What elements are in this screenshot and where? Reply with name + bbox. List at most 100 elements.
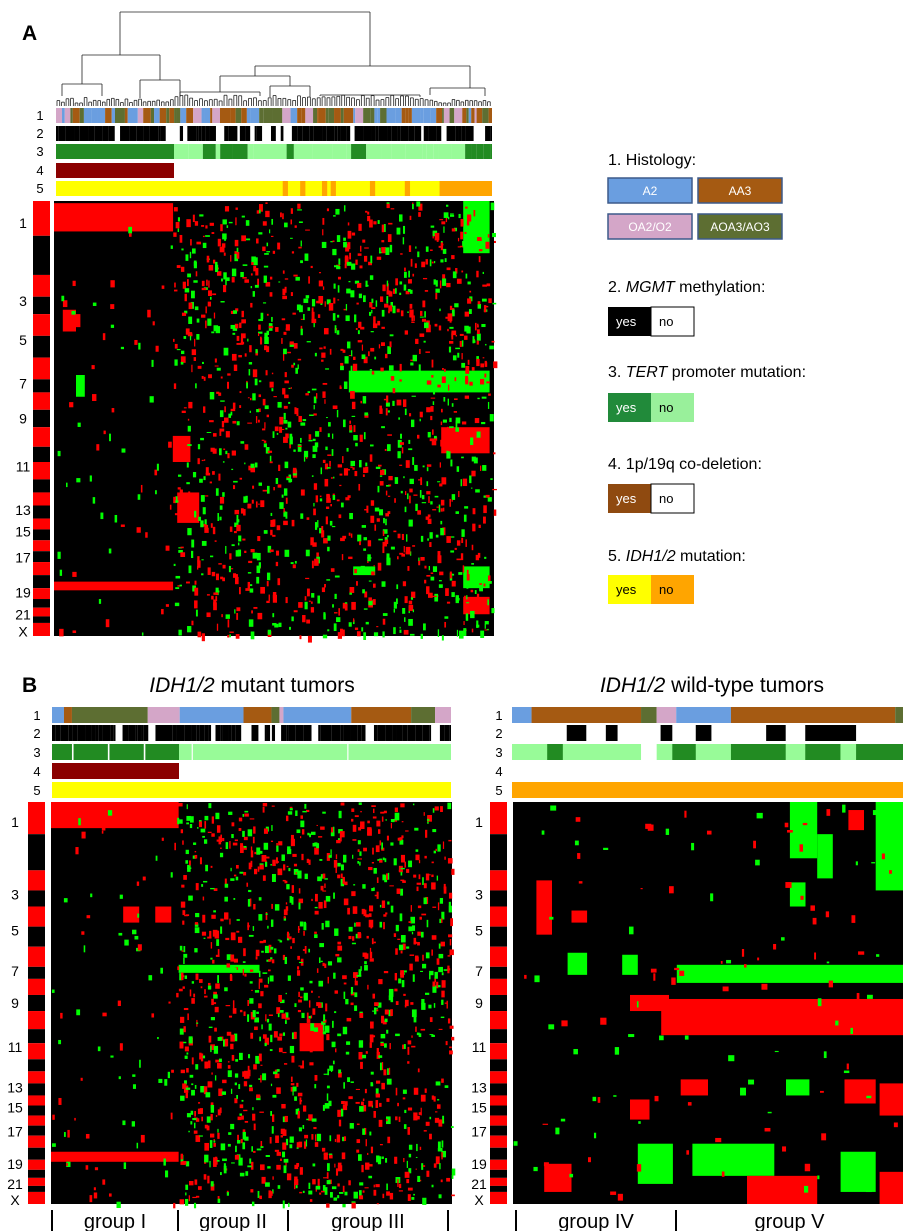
gain-cell [274, 1069, 279, 1072]
gain-cell [715, 1137, 722, 1143]
loss-cell [209, 296, 212, 300]
gain-cell [600, 1017, 607, 1025]
loss-cell [442, 1115, 445, 1123]
gain-cell [209, 930, 212, 938]
loss-cell [219, 852, 224, 858]
loss-cell [455, 347, 461, 350]
gain-cell [338, 514, 342, 519]
gain-cell [302, 615, 306, 623]
gain-cell [233, 874, 237, 877]
gain-cell [367, 211, 370, 215]
loss-cell [298, 902, 301, 910]
annotation-cell [422, 725, 430, 741]
gain-cell [369, 951, 373, 959]
gain-cell [371, 571, 375, 576]
gain-cell [310, 1015, 313, 1019]
annotation-cell [283, 707, 352, 723]
loss-cell [399, 629, 402, 633]
gain-cell [446, 601, 451, 604]
gain-cell [467, 359, 470, 365]
loss-cell [388, 1009, 392, 1017]
loss-cell [365, 462, 368, 467]
gain-cell [277, 1036, 282, 1041]
gain-cell [301, 853, 304, 861]
gain-cell [238, 355, 242, 358]
gain-cell [205, 320, 207, 329]
gain-cell [328, 302, 334, 311]
gain-cell [228, 1015, 233, 1018]
loss-cell [385, 247, 390, 255]
gain-cell [483, 505, 487, 514]
legend-title-number: 2. [608, 279, 626, 296]
annotation-cell [186, 108, 194, 123]
loss-cell [381, 581, 386, 587]
loss-cell [359, 861, 361, 866]
gain-block [463, 596, 490, 615]
gain-cell [491, 340, 495, 343]
gain-cell [443, 886, 447, 894]
gain-cell [198, 1102, 201, 1104]
gain-cell [451, 580, 456, 587]
loss-cell [628, 926, 634, 935]
loss-cell [337, 838, 342, 841]
loss-cell [665, 828, 670, 835]
gain-cell [266, 346, 270, 353]
gain-cell [299, 1167, 303, 1175]
gain-cell [411, 1045, 416, 1048]
gain-cell [240, 337, 244, 345]
legend-swatch [607, 177, 693, 204]
loss-cell [51, 989, 55, 993]
gain-cell [449, 939, 452, 946]
loss-cell [480, 630, 485, 639]
gain-cell [365, 1162, 370, 1170]
loss-cell [226, 1192, 229, 1196]
loss-cell [264, 945, 269, 954]
chromosome-segment [490, 1083, 507, 1096]
loss-cell [324, 878, 328, 880]
gain-cell [189, 511, 194, 518]
gain-cell [291, 364, 294, 368]
annotation-cell [196, 725, 200, 741]
loss-cell [258, 850, 263, 854]
annotation-cell [346, 126, 351, 141]
annotation-cell [377, 725, 386, 741]
annotation-cell [163, 725, 173, 741]
annotation-cell [420, 108, 424, 123]
gain-cell [370, 500, 375, 506]
gain-cell [393, 530, 397, 533]
loss-cell [326, 579, 331, 581]
chromosome-segment [33, 518, 50, 530]
loss-cell [574, 840, 579, 846]
loss-cell [242, 1142, 246, 1150]
loss-cell [325, 446, 328, 451]
gain-cell [421, 261, 426, 268]
gain-cell [376, 1048, 379, 1053]
gain-cell [151, 1013, 155, 1018]
gain-cell [479, 378, 485, 385]
annotation-cell [256, 126, 263, 141]
gain-cell [290, 292, 293, 297]
gain-cell [471, 470, 476, 477]
gain-cell [348, 1180, 351, 1186]
annotation-cell [303, 725, 312, 741]
loss-cell [285, 1138, 289, 1146]
annotation-cell [313, 108, 318, 123]
annotation-cell [351, 144, 367, 159]
annotation-cell [482, 108, 489, 123]
loss-cell [362, 396, 367, 404]
loss-cell [173, 563, 176, 567]
gain-cell [72, 630, 77, 634]
gain-cell [218, 836, 222, 845]
gain-cell [256, 238, 259, 244]
loss-cell [416, 201, 421, 207]
annotation-cell [465, 144, 472, 159]
gain-cell [194, 1179, 198, 1185]
loss-cell [52, 1143, 56, 1147]
loss-cell [322, 1024, 325, 1031]
loss-cell [385, 1158, 388, 1163]
gain-cell [280, 1128, 285, 1135]
heatmap-a [54, 201, 498, 643]
gain-cell [358, 321, 362, 328]
gain-cell [440, 242, 444, 251]
gain-cell [321, 587, 326, 593]
